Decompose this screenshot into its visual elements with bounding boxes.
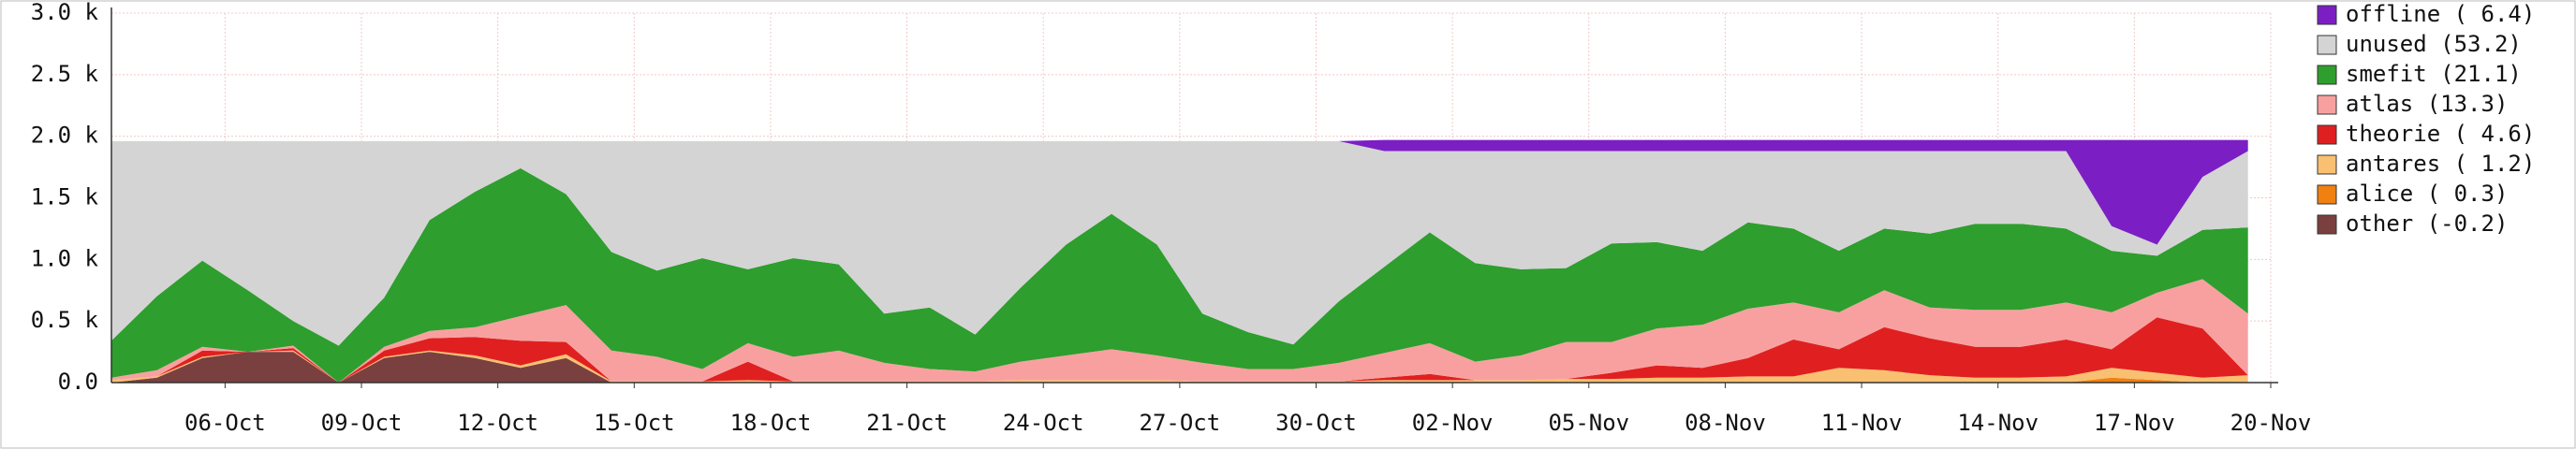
x-tick-label: 11-Nov [1821, 410, 1903, 436]
area [111, 139, 2248, 245]
x-tick-label: 09-Oct [321, 410, 403, 436]
legend-label: theorie ( 4.6) [2346, 121, 2535, 147]
legend-swatch [2317, 124, 2337, 145]
x-tick-label: 24-Oct [1003, 410, 1084, 436]
x-tick-label: 21-Oct [866, 410, 948, 436]
y-tick-label: 1.5 k [31, 184, 99, 210]
legend-label: antares ( 1.2) [2346, 151, 2535, 177]
areas [111, 139, 2248, 383]
legend-swatch [2317, 154, 2337, 175]
legend-label: alice ( 0.3) [2346, 181, 2508, 207]
x-tick-label: 06-Oct [184, 410, 266, 436]
x-tick-label: 14-Nov [1957, 410, 2039, 436]
y-tick-label: 0.5 k [31, 307, 99, 333]
area [111, 279, 2248, 383]
y-tick-label: 1.0 k [31, 245, 99, 271]
area [111, 352, 2248, 383]
area [111, 317, 2248, 383]
y-tick-label: 2.5 k [31, 61, 99, 87]
area [111, 167, 2248, 383]
x-tick-label: 15-Oct [594, 410, 675, 436]
legend-swatch [2317, 5, 2337, 25]
legend: offline ( 6.4) unused (53.2) smefit (21.1)… [2317, 1, 2535, 237]
x-tick-label: 05-Nov [1548, 410, 1629, 436]
area [111, 350, 2248, 383]
x-tick-label: 08-Nov [1685, 410, 1766, 436]
x-tick-label: 18-Oct [730, 410, 812, 436]
x-tick-label: 27-Oct [1140, 410, 1221, 436]
legend-swatch [2317, 94, 2337, 115]
legend-label: smefit (21.1) [2346, 61, 2522, 87]
legend-label: other (-0.2) [2346, 210, 2508, 237]
x-tick-label: 20-Nov [2230, 410, 2312, 436]
legend-label: unused (53.2) [2346, 31, 2522, 57]
x-tick-label: 02-Nov [1412, 410, 1494, 436]
y-tick-label: 3.0 k [31, 0, 99, 25]
legend-swatch [2317, 214, 2337, 235]
area [111, 140, 2248, 346]
legend-swatch [2317, 184, 2337, 205]
legend-label: atlas (13.3) [2346, 91, 2508, 117]
x-tick-label: 17-Nov [2094, 410, 2175, 436]
x-tick-label: 12-Oct [457, 410, 538, 436]
y-tick-label: 0.0 [58, 369, 98, 395]
legend-swatch [2317, 65, 2337, 85]
legend-swatch [2317, 35, 2337, 55]
legend-label: offline ( 6.4) [2346, 1, 2535, 27]
x-tick-label: 30-Oct [1275, 410, 1357, 436]
y-tick-label: 2.0 k [31, 123, 99, 149]
